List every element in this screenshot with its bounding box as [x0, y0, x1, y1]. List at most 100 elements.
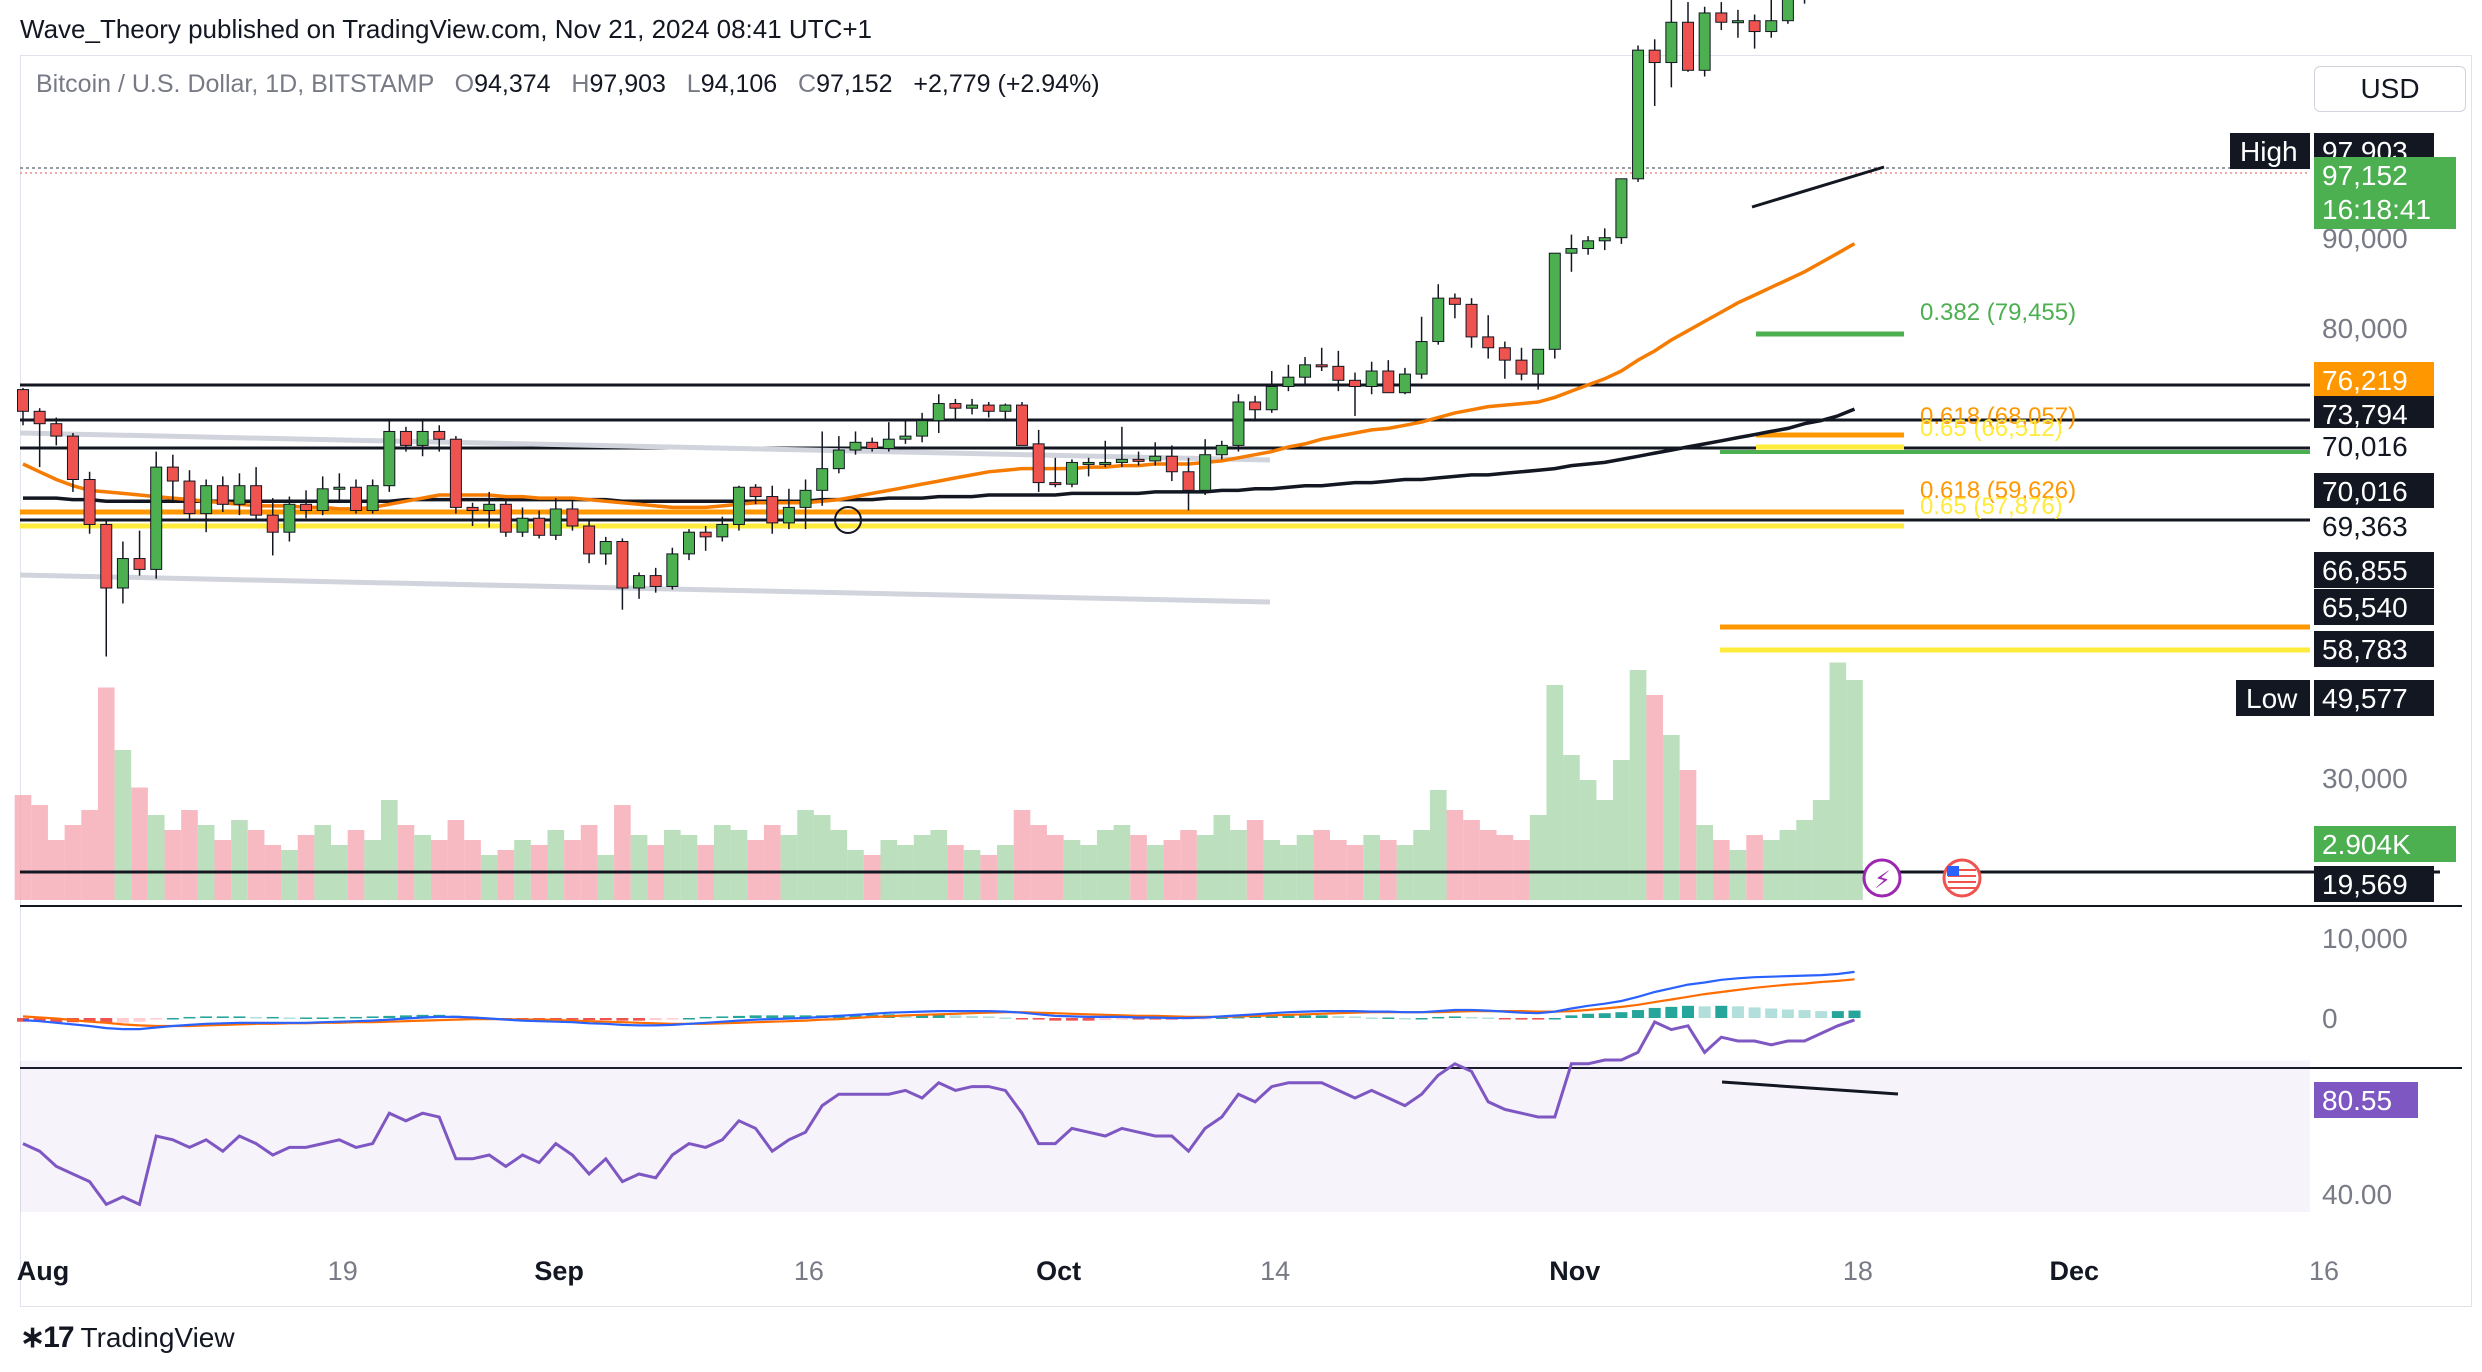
candle-body: [499, 503, 512, 533]
volume-bar: [1663, 735, 1680, 900]
annotations: ⚡: [834, 165, 1982, 1096]
macd-histogram-bar: [949, 1015, 962, 1018]
candle: [499, 499, 512, 537]
macd-histogram-bar: [999, 1017, 1012, 1019]
volume-bar: [747, 840, 764, 900]
candle: [116, 541, 129, 604]
volume-bar: [1513, 840, 1530, 900]
macd-histogram-bar: [683, 1018, 695, 1020]
macd-histogram-bar: [366, 1016, 379, 1018]
macd-histogram-bar: [549, 1018, 562, 1020]
macd-histogram-bar: [116, 1018, 129, 1023]
price-tag: 76,219: [2314, 362, 2434, 398]
candle: [1565, 234, 1578, 272]
candle: [1215, 440, 1228, 460]
volume-bar: [514, 840, 531, 900]
volume-bar: [1296, 835, 1314, 900]
volume-bar: [1579, 780, 1597, 900]
volume-bar: [763, 825, 781, 900]
volume-bar: [1363, 835, 1380, 900]
candle-body: [899, 435, 912, 440]
volume-bar: [1130, 835, 1147, 900]
macd-histogram-bar: [749, 1015, 762, 1018]
price-tag: 65,540: [2314, 589, 2434, 625]
macd-histogram-bar: [50, 1018, 63, 1023]
candle-body: [1115, 458, 1128, 463]
currency-selector[interactable]: USD: [2314, 66, 2466, 112]
candle-body: [1082, 461, 1095, 465]
volume-bar: [797, 810, 814, 900]
macd-histogram-bar: [1049, 1018, 1062, 1021]
price-axis-tick: 10,000: [2322, 923, 2408, 954]
volume-bar: [1213, 815, 1231, 900]
price-tag-box: [2314, 508, 2434, 544]
volume-bar: [31, 805, 48, 900]
volume-bar: [1646, 695, 1664, 900]
candle: [999, 403, 1012, 421]
volume-bar: [114, 750, 132, 900]
price-tag-box: [2314, 589, 2434, 625]
candle-body: [816, 468, 829, 491]
candle-body: [166, 466, 179, 482]
candle-body: [999, 404, 1012, 412]
volume-bar: [297, 835, 315, 900]
macd-histogram-bar: [916, 1014, 929, 1018]
macd-histogram-bar: [166, 1018, 179, 1020]
macd-histogram-bar: [1365, 1017, 1378, 1019]
volume-bar: [81, 810, 98, 900]
price-tag-value: 76,219: [2322, 365, 2408, 396]
date-axis-tick: Sep: [534, 1256, 584, 1286]
candle-body: [932, 403, 945, 422]
volume-bar: [597, 855, 615, 900]
high-label: H: [571, 70, 590, 98]
price-tag-value: 58,783: [2322, 634, 2408, 665]
price-tag-box: [2314, 362, 2434, 398]
candle: [483, 491, 496, 528]
candle: [449, 436, 462, 514]
price-trend-line: [1751, 165, 1885, 209]
date-axis-tick: 16: [2309, 1256, 2339, 1286]
volume-bar: [980, 855, 998, 900]
macd-histogram-bar: [399, 1015, 412, 1018]
macd-histogram-bar: [250, 1016, 263, 1019]
volume-bar: [1729, 850, 1747, 900]
macd-histogram-bar: [1498, 1018, 1511, 1020]
open-value: 94,374: [474, 70, 551, 98]
macd-histogram-bar: [1648, 1007, 1661, 1018]
symbol-name[interactable]: Bitcoin / U.S. Dollar, 1D, BITSTAMP: [36, 70, 434, 98]
candle: [866, 437, 879, 452]
price-tag-value: 70,016: [2322, 476, 2408, 507]
volume-bar: [664, 830, 681, 900]
macd-histogram-bar: [649, 1018, 662, 1021]
price-tag: Low 49,577: [2236, 680, 2434, 716]
volume-bar: [1330, 840, 1347, 900]
macd-histogram-bar: [33, 1018, 46, 1022]
macd-histogram-bar: [1582, 1013, 1595, 1018]
candle-body: [982, 404, 995, 412]
candle: [816, 431, 829, 506]
candle-body: [1665, 21, 1678, 64]
candle-body: [782, 506, 795, 524]
fib-level-label: 0.382 (79,455): [1920, 299, 2076, 326]
volume-bar: [197, 825, 215, 900]
candle-body: [1249, 401, 1262, 411]
price-tag: 80.55: [2314, 1082, 2418, 1118]
macd-histogram-bar: [799, 1015, 812, 1018]
volume-bar: [930, 830, 948, 900]
candle-body: [549, 508, 562, 536]
candle-body: [699, 531, 712, 538]
macd-histogram-bar: [1315, 1015, 1328, 1018]
candle-body: [1598, 237, 1611, 242]
candle: [1398, 367, 1411, 395]
volume-bar: [464, 840, 481, 900]
candle-body: [266, 514, 279, 533]
macd-histogram-bar: [100, 1018, 113, 1024]
tradingview-logo[interactable]: ∗17 TradingView: [20, 1320, 235, 1355]
macd-histogram-bar: [1332, 1015, 1345, 1018]
candle-body: [416, 430, 429, 446]
candle: [83, 471, 96, 534]
candle: [549, 498, 562, 540]
macd-histogram-bar: [1465, 1016, 1478, 1019]
